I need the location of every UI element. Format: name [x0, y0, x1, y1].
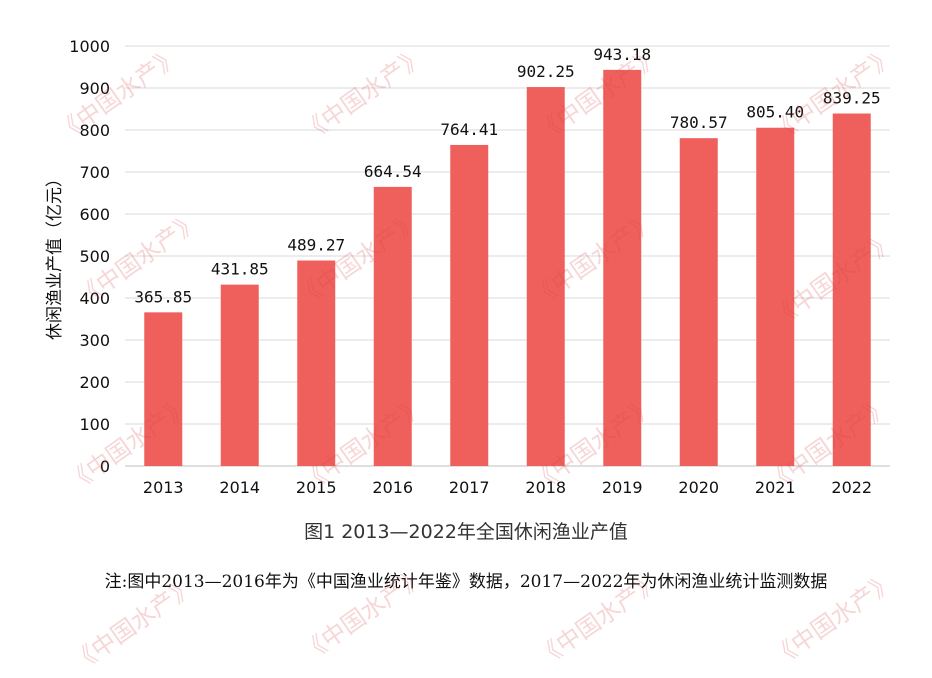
- y-tick-label: 200: [79, 373, 110, 392]
- x-axis-ticks: 2013 2014 2015 2016 2017 2018 2019 2020 2021 2022: [143, 478, 872, 497]
- x-tick-label-2020: 2020: [678, 478, 719, 497]
- x-tick-label-2017: 2017: [449, 478, 490, 497]
- data-label-2013: 365.85: [134, 287, 192, 306]
- x-tick-label-2019: 2019: [602, 478, 643, 497]
- bar-2022: [832, 113, 871, 466]
- bar-2017: [450, 144, 489, 466]
- data-label-2021: 805.40: [746, 103, 804, 122]
- x-tick-label-2022: 2022: [831, 478, 872, 497]
- chart-area: 0 100 200 300 400 500 600 700 800 900 1000 365.85 4…: [45, 37, 890, 497]
- x-tick-label-2018: 2018: [525, 478, 566, 497]
- y-tick-label: 0: [100, 457, 110, 476]
- bar-chart: 0 100 200 300 400 500 600 700 800 900 1000 365.85 4…: [45, 37, 890, 497]
- data-label-2018: 902.25: [517, 62, 575, 81]
- data-label-2015: 489.27: [287, 236, 345, 255]
- bar-2016: [373, 186, 412, 467]
- x-tick-label-2013: 2013: [143, 478, 184, 497]
- figure-caption: 图1 2013—2022年全国休闲渔业产值: [304, 521, 628, 543]
- data-label-2014: 431.85: [211, 260, 269, 279]
- y-tick-label: 600: [79, 205, 110, 224]
- y-tick-label: 900: [79, 79, 110, 98]
- y-axis-label: 休闲渔业产值（亿元）: [45, 170, 65, 340]
- x-tick-label-2015: 2015: [296, 478, 337, 497]
- figure-note: 注:图中2013—2016年为《中国渔业统计年鉴》数据，2017—2022年为休…: [104, 572, 828, 592]
- data-label-2020: 780.57: [670, 113, 728, 132]
- y-tick-label: 100: [79, 415, 110, 434]
- y-tick-label: 500: [79, 247, 110, 266]
- data-label-2017: 764.41: [440, 120, 498, 139]
- y-tick-label: 300: [79, 331, 110, 350]
- y-tick-label: 400: [79, 289, 110, 308]
- y-tick-label: 800: [79, 121, 110, 140]
- data-label-2022: 839.25: [823, 89, 881, 108]
- bar-2015: [297, 260, 336, 466]
- x-tick-label-2014: 2014: [219, 478, 260, 497]
- data-labels: 365.85 431.85 489.27 664.54 764.41 902.25 943.…: [134, 45, 880, 306]
- x-tick-label-2021: 2021: [755, 478, 796, 497]
- bar-2020: [679, 138, 718, 467]
- y-axis-ticks: 0 100 200 300 400 500 600 700 800 900 1000: [69, 37, 110, 476]
- bar-2018: [526, 87, 565, 467]
- data-label-2016: 664.54: [364, 162, 422, 181]
- bar-2019: [603, 69, 642, 466]
- bar-2013: [144, 312, 183, 466]
- data-label-2019: 943.18: [593, 45, 651, 64]
- y-tick-label: 1000: [69, 37, 110, 56]
- y-tick-label: 700: [79, 163, 110, 182]
- x-tick-label-2016: 2016: [372, 478, 413, 497]
- bar-2014: [220, 284, 259, 466]
- bars: [144, 69, 871, 467]
- bar-2021: [756, 127, 795, 467]
